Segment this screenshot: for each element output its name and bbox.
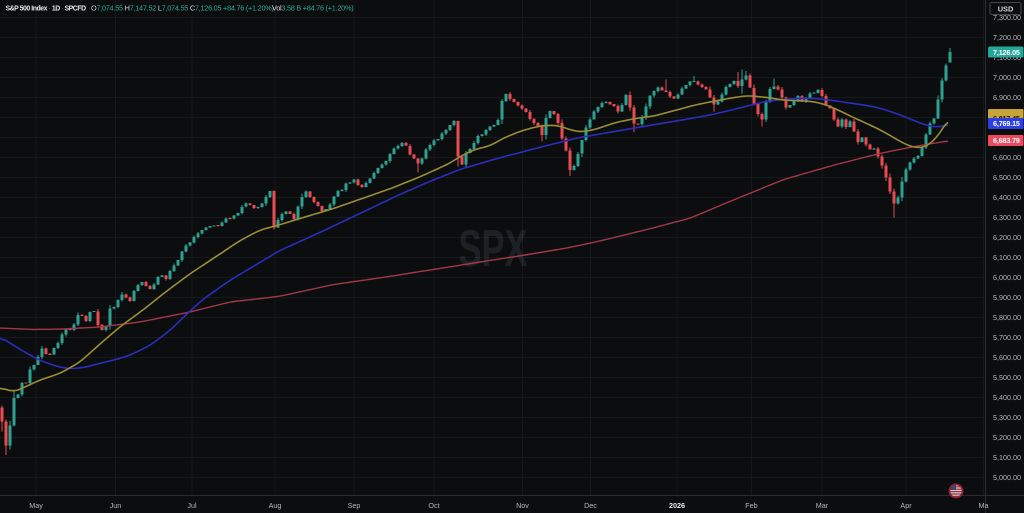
- svg-text:6,769.15: 6,769.15: [993, 119, 1020, 128]
- svg-text:USD: USD: [998, 5, 1014, 14]
- svg-text:5,300.00: 5,300.00: [993, 413, 1021, 422]
- svg-text:May: May: [29, 501, 43, 510]
- svg-text:7,300.00: 7,300.00: [993, 13, 1021, 22]
- svg-text:6,900.00: 6,900.00: [993, 93, 1021, 102]
- svg-text:5,100.00: 5,100.00: [993, 453, 1021, 462]
- svg-text:Mar: Mar: [816, 501, 829, 510]
- svg-text:Sep: Sep: [348, 501, 361, 510]
- svg-text:6,400.00: 6,400.00: [993, 193, 1021, 202]
- svg-text:5,400.00: 5,400.00: [993, 393, 1021, 402]
- svg-text:6,600.00: 6,600.00: [993, 153, 1021, 162]
- svg-text:5,700.00: 5,700.00: [993, 333, 1021, 342]
- svg-text:5,500.00: 5,500.00: [993, 373, 1021, 382]
- svg-text:5,800.00: 5,800.00: [993, 313, 1021, 322]
- svg-text:6,200.00: 6,200.00: [993, 233, 1021, 242]
- svg-text:5,200.00: 5,200.00: [993, 433, 1021, 442]
- svg-text:Nov: Nov: [516, 501, 529, 510]
- svg-text:6,000.00: 6,000.00: [993, 273, 1021, 282]
- svg-text:Ma: Ma: [979, 501, 989, 510]
- svg-text:Feb: Feb: [745, 501, 757, 510]
- svg-text:2026: 2026: [669, 501, 685, 510]
- svg-text:O7,074.55 H7,147.52 L7,074.55: O7,074.55 H7,147.52 L7,074.55 C7,126.05 …: [91, 4, 274, 13]
- svg-text:7,000.00: 7,000.00: [993, 73, 1021, 82]
- svg-text:6,683.79: 6,683.79: [993, 136, 1020, 145]
- svg-text:Apr: Apr: [900, 501, 912, 510]
- svg-text:6,500.00: 6,500.00: [993, 173, 1021, 182]
- svg-text:Aug: Aug: [269, 501, 282, 510]
- svg-text:5,900.00: 5,900.00: [993, 293, 1021, 302]
- svg-text:Dec: Dec: [584, 501, 597, 510]
- svg-text:Oct: Oct: [428, 501, 439, 510]
- svg-text:5,600.00: 5,600.00: [993, 353, 1021, 362]
- svg-text:7,126.05: 7,126.05: [993, 48, 1020, 57]
- svg-text:S&P 500 Index · 1D · SPCFD: S&P 500 Index · 1D · SPCFD: [6, 6, 87, 13]
- svg-text:7,200.00: 7,200.00: [993, 33, 1021, 42]
- svg-text:5,000.00: 5,000.00: [993, 473, 1021, 482]
- svg-text:Jul: Jul: [187, 501, 197, 510]
- svg-text:Jun: Jun: [110, 501, 122, 510]
- svg-text:SPX: SPX: [459, 220, 528, 278]
- svg-text:6,300.00: 6,300.00: [993, 213, 1021, 222]
- svg-text:6,100.00: 6,100.00: [993, 253, 1021, 262]
- svg-text:Vol3.58 B +84.76 (+1.20%): Vol3.58 B +84.76 (+1.20%): [272, 4, 353, 13]
